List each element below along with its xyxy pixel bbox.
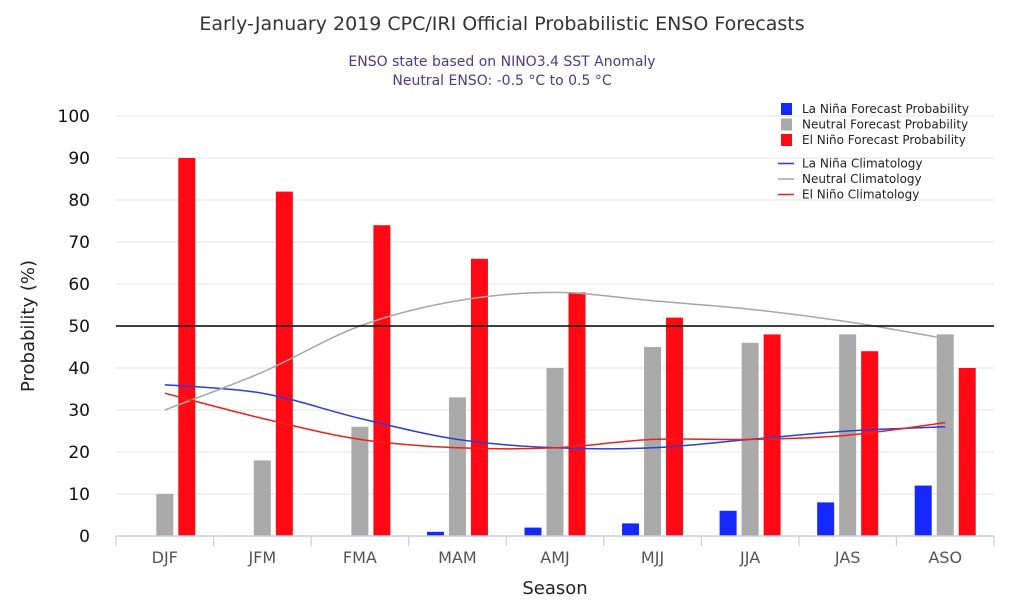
bar (546, 368, 564, 536)
climatology-lines (164, 291, 946, 450)
y-tick-label: 20 (68, 443, 90, 463)
bar (958, 368, 976, 536)
y-tick-label: 60 (68, 275, 90, 295)
y-tick-label: 30 (68, 401, 90, 421)
x-tick-label: DJF (152, 548, 178, 567)
x-tick-label: JFM (247, 548, 276, 567)
y-tick-label: 70 (68, 233, 90, 253)
bar (622, 523, 640, 536)
y-tick-label: 0 (79, 527, 90, 547)
y-tick-label: 10 (68, 485, 90, 505)
x-axis-title: Season (522, 578, 587, 599)
bar (448, 397, 466, 536)
chart-subtitle-line-1: ENSO state based on NINO3.4 SST Anomaly (348, 54, 655, 70)
y-tick-label: 80 (68, 191, 90, 211)
y-tick-label: 40 (68, 359, 90, 379)
bar (861, 351, 879, 536)
bar (914, 485, 932, 536)
x-tick-label: JAS (834, 548, 861, 567)
legend-entry: Neutral Climatology (802, 172, 922, 186)
bar (275, 191, 293, 536)
series-line (164, 392, 946, 450)
series-line (164, 291, 946, 411)
legend-entry: El Niño Climatology (802, 188, 919, 202)
x-tick-label: AMJ (540, 548, 569, 567)
bar (470, 258, 488, 536)
y-axis-title: Probability (%) (18, 260, 39, 392)
x-tick-label: JJA (739, 548, 760, 567)
y-axis-ticks: 0 10 20 30 40 50 60 70 80 90 100 (58, 107, 90, 547)
bar (426, 531, 444, 536)
bar (351, 426, 369, 536)
bars (156, 158, 976, 536)
x-axis: DJF JFM FMA MAM AMJ MJJ JJA JAS ASO (115, 535, 995, 567)
bar (156, 494, 174, 536)
chart-subtitle-line-2: Neutral ENSO: -0.5 °C to 0.5 °C (392, 73, 611, 89)
y-tick-label: 50 (68, 317, 90, 337)
bar (253, 460, 271, 536)
bar (719, 510, 737, 536)
legend-symbol (781, 118, 792, 131)
x-tick-label: ASO (928, 548, 962, 567)
bar (666, 317, 684, 536)
chart-title: Early-January 2019 CPC/IRI Official Prob… (199, 13, 804, 35)
bar (373, 225, 391, 536)
bar (817, 502, 835, 536)
legend-entry: El Niño Forecast Probability (802, 133, 966, 147)
y-tick-label: 90 (68, 149, 90, 169)
bar (524, 527, 542, 536)
bar (763, 334, 781, 536)
x-tick-label: MJJ (641, 548, 664, 567)
legend-symbol (781, 103, 792, 115)
bar (178, 158, 196, 536)
x-tick-label: FMA (343, 548, 377, 567)
x-tick-label: MAM (438, 548, 477, 567)
legend-entry: La Niña Forecast Probability (802, 102, 969, 116)
bar (568, 292, 586, 536)
legend-entry: La Niña Climatology (802, 157, 922, 171)
legend-entry: Neutral Forecast Probability (802, 118, 968, 132)
y-tick-label: 100 (58, 107, 90, 127)
legend-symbol (781, 134, 792, 146)
legend: La Niña Forecast Probability Neutral Fore… (778, 102, 969, 202)
bar (644, 347, 662, 536)
bar (936, 334, 954, 536)
